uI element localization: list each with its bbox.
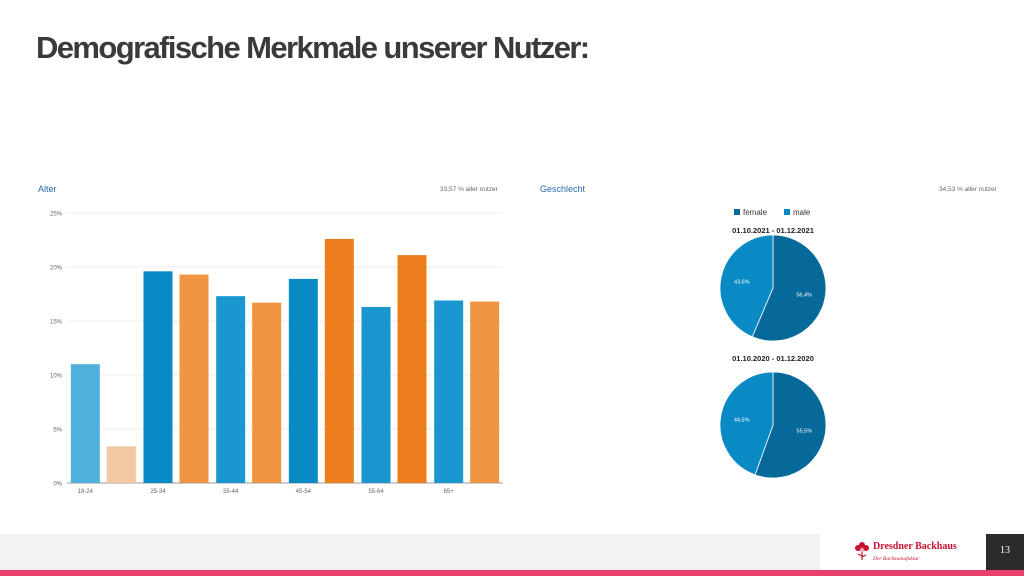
y-tick-label: 25% [50,212,63,218]
x-tick-label: 45-54 [296,489,312,495]
gender-pie-charts: female male 01.10.2021 - 01.12.2021 56,4% 43… [719,208,827,479]
y-tick-label: 20% [50,266,63,272]
pie-title: 01.10.2020 - 01.12.2020 [732,354,814,363]
logo-box [820,534,986,570]
flower-logo-icon [855,542,869,560]
x-tick-label: 65+ [444,489,455,495]
page-number-box [986,534,1024,570]
gender-panel-label: Geschlecht [540,184,586,194]
bar-series-b-45-54 [324,238,354,483]
x-tick-label: 55-64 [368,489,384,495]
y-tick-label: 5% [53,428,62,434]
y-tick-label: 10% [50,374,63,380]
bar-series-a-55-64 [361,306,391,483]
age-bar-chart: 0% 5% 10% 15% 20% 25% 18-24 25-34 35-44 45-54 55-6… [50,212,503,495]
y-tick-label: 0% [53,482,62,488]
age-panel-label: Alter [38,184,57,194]
pie-title: 01.10.2021 - 01.12.2021 [732,226,814,235]
legend-label-male: male [793,208,811,217]
gender-panel-note: 34,53 % aller nutzer [939,186,997,193]
legend-swatch-male [784,209,790,215]
bar-series-b-25-34 [179,274,209,483]
age-panel-note: 33,57 % aller nutzer [440,186,498,193]
pie-slice-female [751,234,827,342]
x-tick-label: 25-34 [150,489,166,495]
legend-label-female: female [743,208,768,217]
x-tick-label: 35-44 [223,489,239,495]
pie-slice-female [754,371,827,479]
brand-name: Dresdner Backhaus [873,541,957,552]
pie-slice-male [719,371,774,476]
pie-value-label: 44,5% [734,418,750,424]
page-title: Demografische Merkmale unserer Nutzer: [36,30,590,65]
bar-series-b-35-44 [252,302,282,483]
y-tick-label: 15% [50,320,63,326]
pie-value-label: 56,4% [796,292,812,298]
bar-series-a-65+ [434,300,464,483]
bar-series-b-55-64 [397,255,427,483]
brand-tagline: Der Backmanufaktur [873,556,920,562]
page-number: 13 [1000,545,1010,556]
pie-value-label: 43,6% [734,280,750,286]
bar-series-b-65+ [470,301,500,483]
pie-value-label: 55,5% [797,428,813,434]
x-tick-label: 18-24 [78,489,94,495]
pie-slice-male [719,234,774,338]
footer-accent-line [0,570,1024,576]
bar-series-a-25-34 [143,271,173,483]
bar-series-a-18-24 [70,364,100,483]
bar-series-a-35-44 [216,296,246,483]
legend-swatch-female [734,209,740,215]
bar-series-a-45-54 [288,278,318,483]
bar-series-b-18-24 [106,446,136,483]
